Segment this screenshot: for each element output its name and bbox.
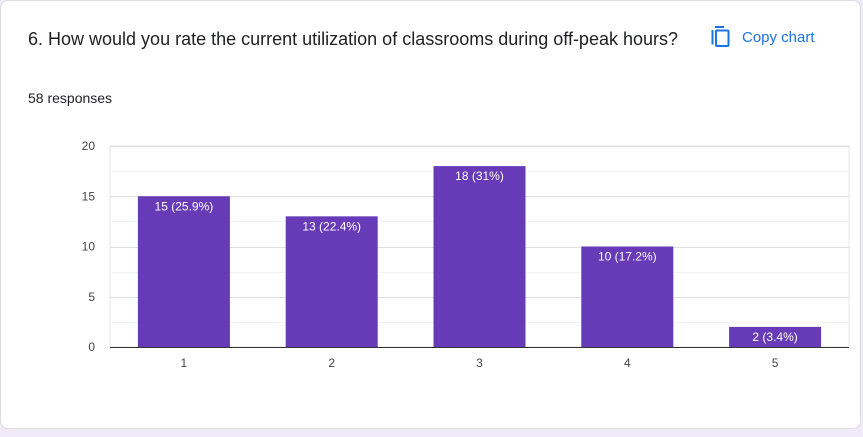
bar-chart: 0 5 10 15 20 15 (25.9%) 1 13 (22.4%) 2 18 (31%) 3 1… [82, 139, 850, 370]
bar-data-label: 10 (17.2%) [598, 250, 657, 264]
response-count: 58 responses [28, 90, 113, 106]
copy-icon [711, 26, 730, 47]
bar [285, 216, 378, 347]
bar-data-label: 15 (25.9%) [155, 199, 214, 213]
copy-chart-label: Copy chart [742, 28, 815, 46]
bar [729, 326, 822, 347]
y-tick-label: 0 [88, 340, 95, 354]
y-tick-label: 15 [82, 189, 96, 203]
y-tick-label: 20 [82, 139, 96, 153]
x-tick-label: 5 [772, 356, 779, 370]
y-tick-label: 10 [82, 240, 96, 254]
y-tick-label: 5 [88, 290, 95, 304]
bar-data-label: 18 (31%) [455, 169, 504, 183]
bar [581, 246, 674, 347]
x-tick-label: 2 [328, 356, 335, 370]
bar-data-label: 2 (3.4%) [752, 330, 797, 344]
bar [433, 166, 526, 347]
chart-card: 6. How would you rate the current utiliz… [0, 0, 861, 429]
bar [137, 196, 230, 347]
x-tick-label: 1 [181, 356, 188, 370]
x-tick-label: 3 [476, 356, 483, 370]
bar-data-label: 13 (22.4%) [302, 219, 361, 233]
x-tick-label: 4 [624, 356, 631, 370]
question-title: 6. How would you rate the current utiliz… [28, 29, 679, 49]
copy-chart-button[interactable]: Copy chart [711, 23, 815, 51]
